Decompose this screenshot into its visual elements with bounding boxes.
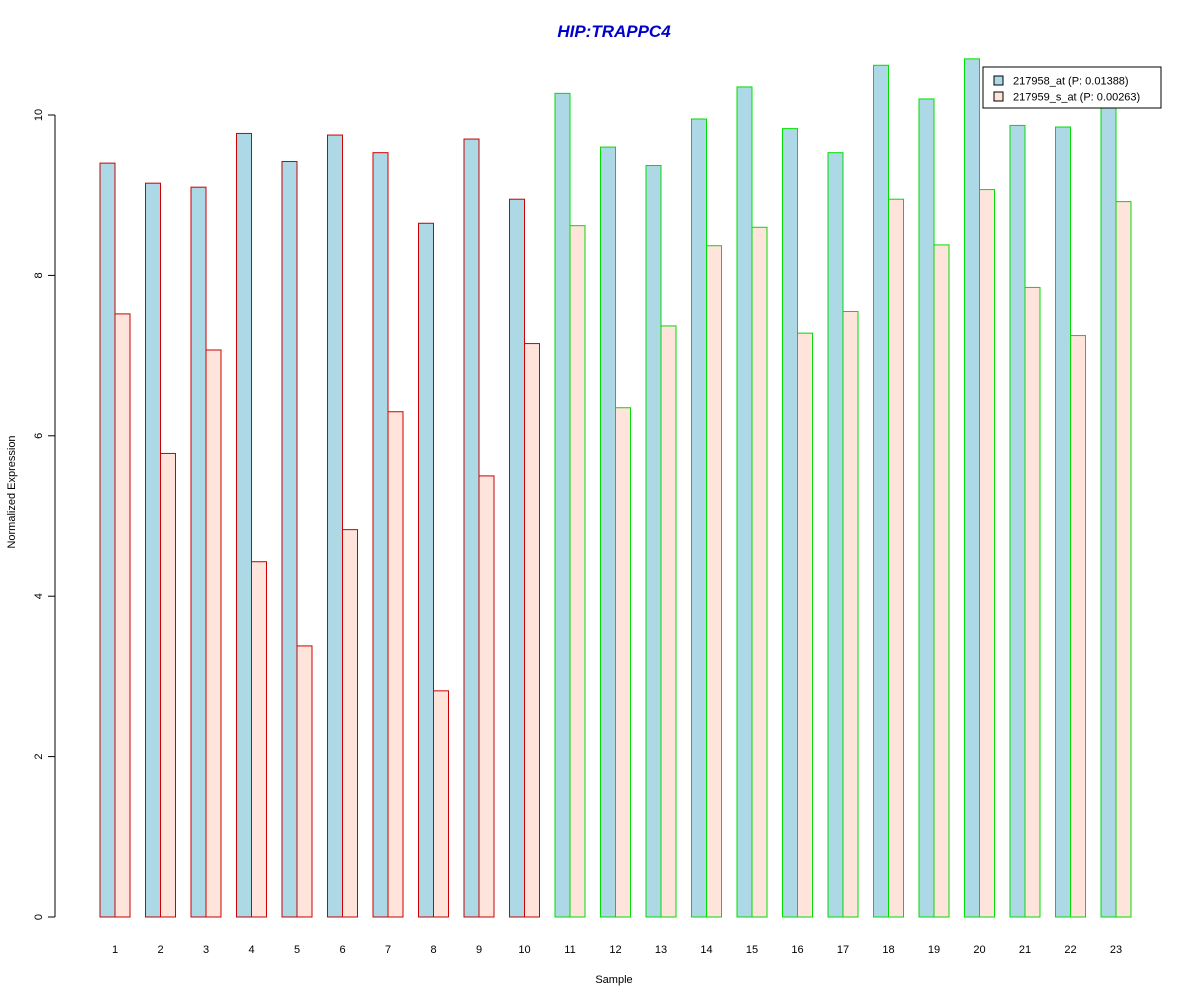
x-axis-label: Sample <box>595 974 632 986</box>
x-tick-label-23: 23 <box>1110 944 1122 956</box>
y-tick-label-0: 0 <box>33 914 45 920</box>
bar-sample-16-series-1 <box>782 128 798 918</box>
bar-sample-5-series-2 <box>296 645 313 918</box>
x-tick-label-18: 18 <box>882 944 894 956</box>
bar-sample-10-series-2 <box>524 343 540 918</box>
legend-label-2: 217959_s_at (P: 0.00263) <box>1013 92 1140 104</box>
y-axis-label: Normalized Expression <box>6 435 18 548</box>
bar-sample-4-series-1 <box>236 132 252 918</box>
chart-title: HIP:TRAPPC4 <box>557 22 671 41</box>
x-tick-label-5: 5 <box>294 944 300 956</box>
bar-sample-6-series-2 <box>342 529 358 918</box>
y-tick-label-10: 10 <box>33 109 45 121</box>
bar-sample-8-series-2 <box>433 690 449 918</box>
bar-sample-10-series-1 <box>509 198 525 918</box>
bar-sample-17-series-1 <box>827 152 844 918</box>
bar-sample-21-series-1 <box>1009 124 1026 918</box>
x-tick-label-6: 6 <box>339 944 345 956</box>
bar-sample-23-series-2 <box>1115 201 1132 918</box>
legend-swatch-1 <box>993 75 1004 86</box>
x-tick-label-10: 10 <box>518 944 530 956</box>
x-tick-label-1: 1 <box>112 944 118 956</box>
bar-sample-15-series-2 <box>751 226 768 918</box>
y-tick-label-2: 2 <box>33 754 45 760</box>
y-tick-label-4: 4 <box>33 593 45 599</box>
bar-sample-3-series-1 <box>190 186 207 918</box>
bar-sample-5-series-1 <box>281 161 298 918</box>
bar-sample-19-series-1 <box>918 98 935 918</box>
x-tick-label-14: 14 <box>700 944 712 956</box>
bar-sample-1-series-1 <box>99 162 116 918</box>
bar-sample-14-series-1 <box>691 118 707 918</box>
x-tick-label-7: 7 <box>385 944 391 956</box>
bar-sample-4-series-2 <box>251 561 267 918</box>
bar-sample-12-series-2 <box>615 407 631 918</box>
bar-sample-12-series-1 <box>600 146 616 918</box>
legend-swatch-2 <box>993 91 1004 102</box>
bar-sample-16-series-2 <box>797 332 813 918</box>
bar-sample-11-series-2 <box>569 225 586 918</box>
bar-sample-9-series-1 <box>463 138 480 918</box>
bar-sample-13-series-1 <box>645 165 662 918</box>
legend: 217958_at (P: 0.01388) 217959_s_at (P: 0.… <box>982 66 1162 109</box>
bar-sample-23-series-1 <box>1100 106 1117 918</box>
x-tick-label-19: 19 <box>928 944 940 956</box>
bar-sample-9-series-2 <box>478 475 495 918</box>
bars-layer <box>99 58 1132 918</box>
bar-sample-20-series-2 <box>979 189 995 918</box>
x-axis-labels: 1 2 3 4 5 6 7 8 9 10 11 12 13 14 15 16 17 18 19 20 21 22 23 <box>112 944 1122 956</box>
x-tick-label-2: 2 <box>157 944 163 956</box>
bar-sample-6-series-1 <box>327 134 343 918</box>
bar-sample-7-series-2 <box>387 411 404 918</box>
x-tick-label-11: 11 <box>564 944 575 956</box>
bar-sample-3-series-2 <box>205 349 222 918</box>
bar-sample-14-series-2 <box>706 245 722 918</box>
legend-box <box>982 66 1162 109</box>
bar-sample-15-series-1 <box>736 86 753 918</box>
x-tick-label-9: 9 <box>476 944 482 956</box>
bar-sample-22-series-1 <box>1055 126 1071 918</box>
x-tick-label-13: 13 <box>655 944 667 956</box>
bar-sample-22-series-2 <box>1070 335 1086 918</box>
bar-sample-13-series-2 <box>660 325 677 918</box>
legend-label-1: 217958_at (P: 0.01388) <box>1013 76 1129 88</box>
bar-sample-2-series-1 <box>145 182 161 918</box>
x-tick-label-16: 16 <box>791 944 803 956</box>
bar-sample-17-series-2 <box>842 310 859 918</box>
bar-sample-21-series-2 <box>1024 286 1041 918</box>
bar-sample-8-series-1 <box>418 222 434 918</box>
bar-sample-18-series-1 <box>873 64 889 918</box>
bar-sample-1-series-2 <box>114 313 131 918</box>
bar-sample-20-series-1 <box>964 58 980 918</box>
bar-sample-2-series-2 <box>160 452 176 918</box>
bar-sample-19-series-2 <box>933 244 950 918</box>
x-tick-label-3: 3 <box>203 944 209 956</box>
x-tick-label-22: 22 <box>1064 944 1076 956</box>
x-tick-label-4: 4 <box>248 944 254 956</box>
bar-sample-11-series-1 <box>554 92 571 918</box>
bar-sample-7-series-1 <box>372 152 389 918</box>
x-tick-label-8: 8 <box>430 944 436 956</box>
y-tick-label-8: 8 <box>33 272 45 278</box>
x-tick-label-12: 12 <box>609 944 621 956</box>
x-tick-label-20: 20 <box>973 944 985 956</box>
x-tick-label-15: 15 <box>746 944 758 956</box>
x-tick-label-21: 21 <box>1019 944 1031 956</box>
x-tick-label-17: 17 <box>837 944 849 956</box>
bar-sample-18-series-2 <box>888 198 904 918</box>
y-tick-label-6: 6 <box>33 433 45 439</box>
y-axis: 0 2 4 6 8 10 <box>33 109 56 920</box>
